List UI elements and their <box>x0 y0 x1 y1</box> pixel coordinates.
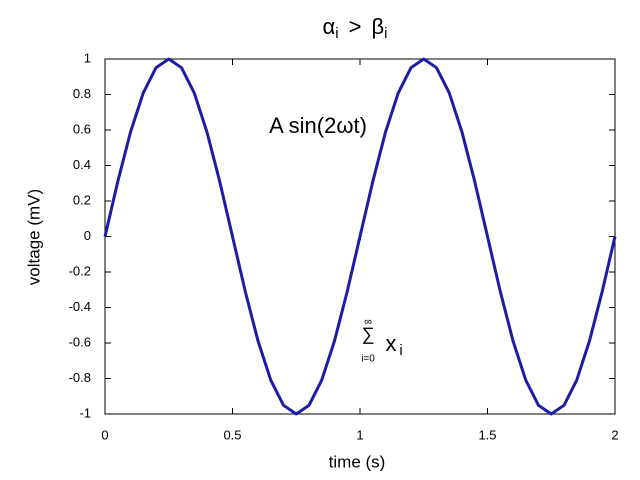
title-alpha: α <box>323 14 336 39</box>
y-tick-label: -0.2 <box>69 263 91 278</box>
sum-lower: i=0 <box>361 354 375 365</box>
y-tick-label: 0.8 <box>73 86 91 101</box>
title-sub: i <box>335 25 338 42</box>
x-tick-label: 1.5 <box>478 427 496 442</box>
sum-upper: ∞ <box>364 316 372 328</box>
chart-title: αi > βi <box>323 14 388 42</box>
sum-term: x <box>386 331 397 356</box>
y-tick-label: -0.8 <box>69 370 91 385</box>
x-axis-label: time (s) <box>329 452 386 471</box>
line-series <box>103 57 617 416</box>
annotation: A sin(2ωt) <box>269 113 367 138</box>
y-tick-label: -0.4 <box>69 299 91 314</box>
x-tick-label: 0 <box>101 427 108 442</box>
y-tick-label: 0.6 <box>73 121 91 136</box>
x-tick-label: 2 <box>611 427 618 442</box>
sum-symbol: ∑ <box>362 324 375 344</box>
sum-index: i <box>399 342 402 359</box>
y-axis-label: voltage (mV) <box>24 189 43 285</box>
y-tick-label: 0.2 <box>73 192 91 207</box>
x-tick-label: 1 <box>356 427 363 442</box>
y-tick-label: 0 <box>84 228 91 243</box>
y-tick-label: -1 <box>79 405 91 420</box>
title-beta: β <box>371 14 384 39</box>
y-tick-label: 1 <box>84 50 91 65</box>
x-tick-label: 0.5 <box>223 427 241 442</box>
y-tick-label: -0.6 <box>69 334 91 349</box>
title-gt: > <box>349 14 362 39</box>
title-sub: i <box>384 25 387 42</box>
y-tick-label: 0.4 <box>73 157 91 172</box>
